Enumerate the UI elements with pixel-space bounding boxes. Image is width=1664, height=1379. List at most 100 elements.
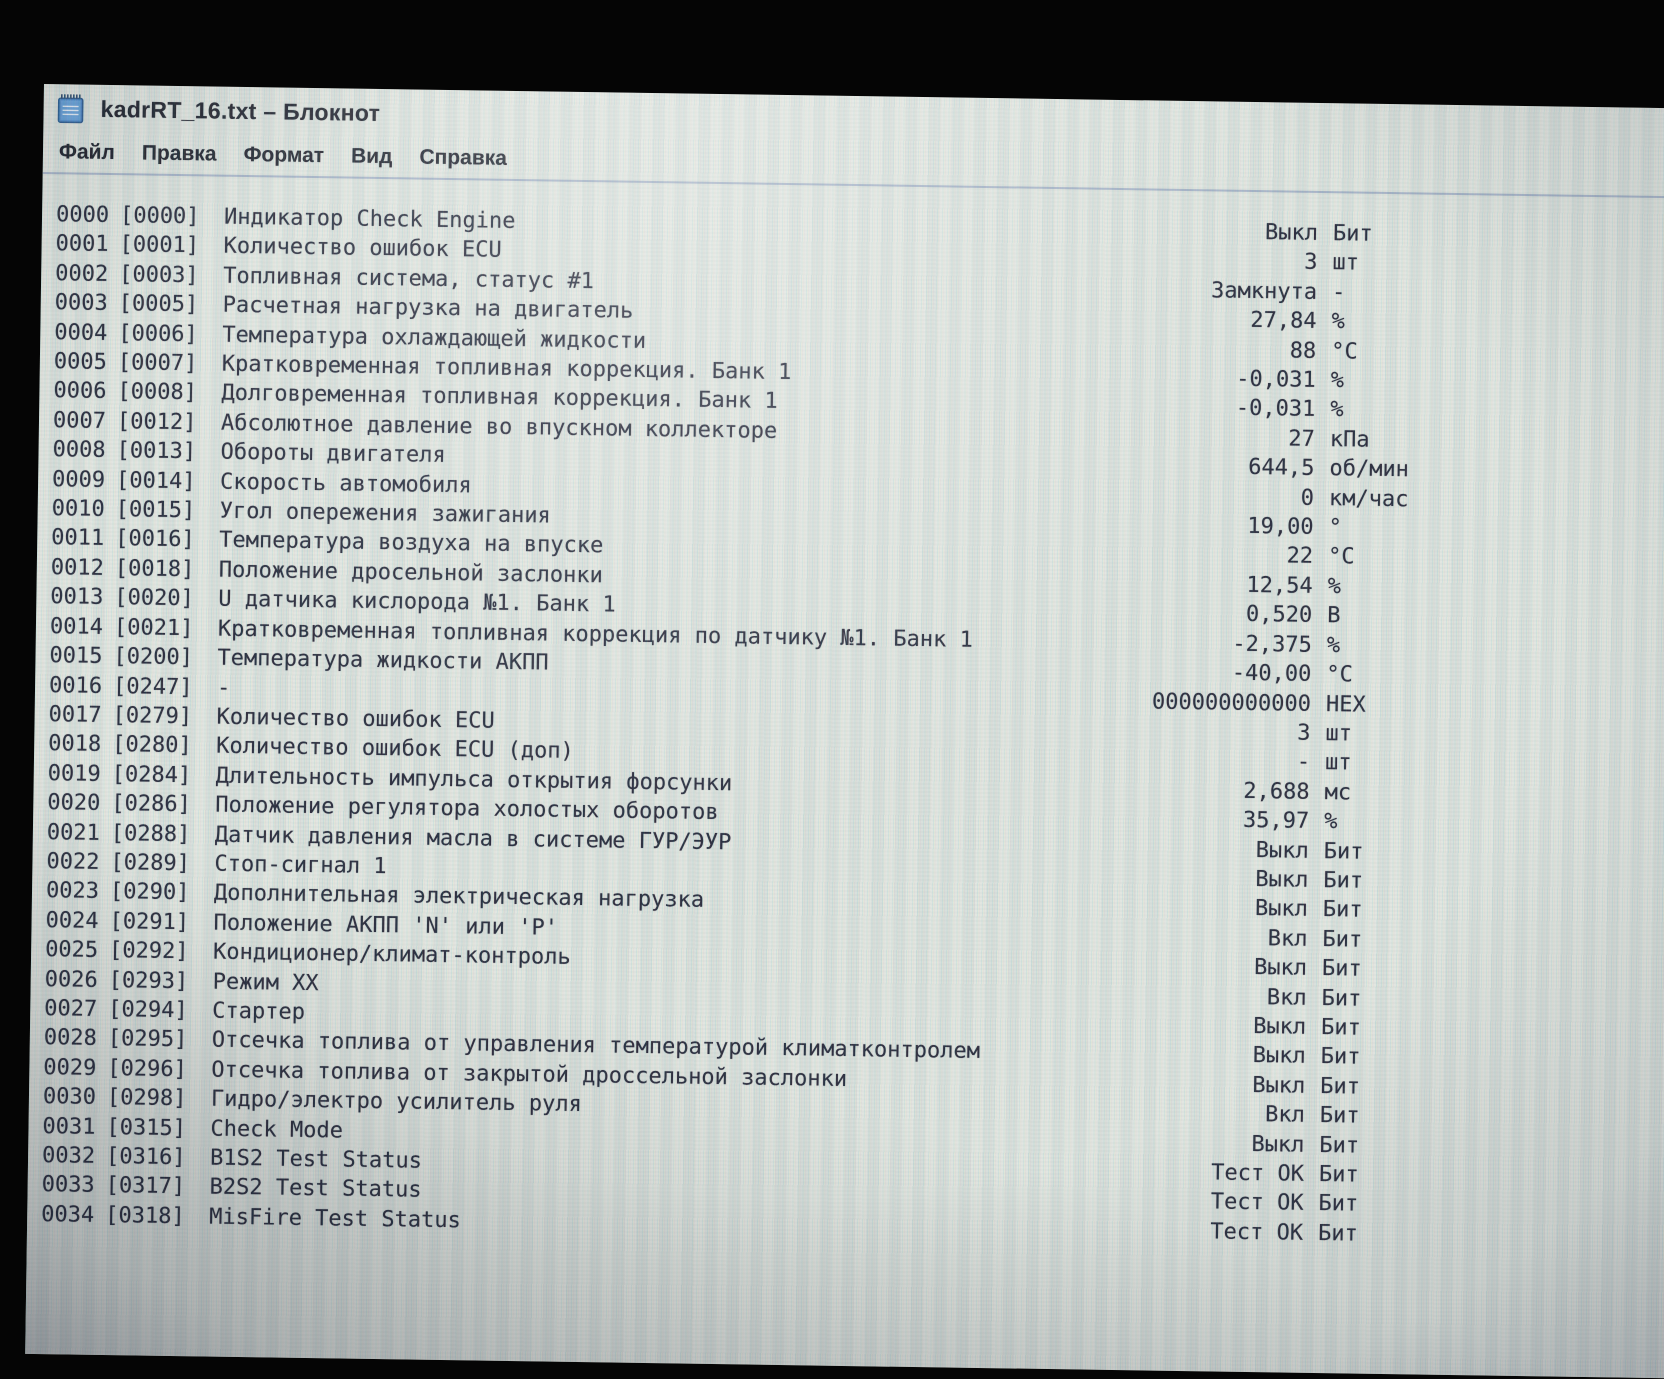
row-code: [0316] [106, 1142, 188, 1173]
row-number: 0008 [52, 435, 106, 465]
row-code: [0294] [108, 995, 190, 1026]
row-value: -0,031 [1125, 393, 1315, 425]
row-number: 0003 [55, 288, 109, 318]
row-number: 0029 [43, 1053, 97, 1083]
row-code: [0317] [105, 1171, 187, 1202]
row-value: Выкл [1115, 1069, 1305, 1101]
row-code: [0279] [112, 701, 194, 732]
menu-item-4[interactable]: Справка [419, 146, 507, 171]
row-number: 0021 [47, 818, 101, 848]
row-number: 0019 [48, 759, 102, 789]
row-code: [0021] [114, 613, 196, 644]
row-number: 0006 [53, 377, 107, 407]
row-number: 0016 [49, 671, 103, 701]
row-value: 0 [1124, 481, 1314, 513]
row-code: [0292] [109, 936, 191, 967]
row-value: Вкл [1117, 922, 1307, 954]
row-value: - [1120, 745, 1310, 777]
photo-of-screen: { "window": { "title": "kadrRT_16.txt – … [0, 0, 1664, 1248]
row-code: [0200] [113, 642, 195, 673]
row-number: 0022 [46, 847, 100, 877]
row-unit: Бит [1303, 1219, 1664, 1255]
row-code: [0284] [112, 760, 194, 791]
row-number: 0031 [42, 1112, 96, 1142]
row-code: [0293] [108, 966, 190, 997]
row-value: Тест ОК [1113, 1216, 1303, 1248]
row-number: 0010 [51, 494, 105, 524]
row-value: Выкл [1116, 1010, 1306, 1042]
menu-item-0[interactable]: Файл [59, 140, 115, 165]
row-number: 0030 [43, 1082, 97, 1112]
row-value: Выкл [1118, 863, 1308, 895]
row-code: [0008] [117, 378, 199, 409]
row-number: 0028 [44, 1023, 98, 1053]
window-title: kadrRT_16.txt – Блокнот [100, 95, 380, 126]
menu-item-1[interactable]: Правка [142, 141, 217, 166]
row-number: 0020 [47, 788, 101, 818]
row-code: [0000] [120, 201, 202, 232]
notepad-window: kadrRT_16.txt – Блокнот Файл Правка Формат… [25, 84, 1664, 1379]
row-value: Выкл [1114, 1128, 1304, 1160]
row-number: 0002 [55, 259, 109, 289]
row-code: [0020] [114, 583, 196, 614]
row-number: 0000 [56, 200, 110, 230]
row-code: [0291] [109, 907, 191, 938]
menu-item-2[interactable]: Формат [243, 143, 324, 168]
row-value: -2,375 [1122, 628, 1312, 660]
row-value: -40,00 [1121, 657, 1311, 689]
row-value: 0,520 [1122, 598, 1312, 630]
row-value: 3 [1127, 246, 1317, 278]
row-code: [0018] [115, 554, 197, 585]
row-value: Тест ОК [1113, 1186, 1303, 1218]
row-value: 27,84 [1126, 304, 1316, 336]
row-number: 0023 [46, 876, 100, 906]
row-code: [0290] [110, 877, 192, 908]
row-value: -0,031 [1126, 363, 1316, 395]
row-code: [0318] [105, 1201, 187, 1232]
row-code: [0006] [118, 319, 200, 350]
row-value: Выкл [1116, 1039, 1306, 1071]
row-number: 0009 [52, 465, 106, 495]
row-number: 0027 [44, 994, 98, 1024]
row-value: Тест ОК [1114, 1157, 1304, 1189]
row-number: 0024 [45, 906, 99, 936]
row-number: 0004 [54, 318, 108, 348]
row-value: Выкл [1117, 951, 1307, 983]
row-number: 0032 [42, 1141, 96, 1171]
row-number: 0025 [45, 935, 99, 965]
row-value: 2,688 [1119, 775, 1309, 807]
row-value: Замкнута [1127, 275, 1317, 307]
row-code: [0001] [119, 231, 201, 262]
row-code: [0015] [115, 495, 197, 526]
row-code: [0295] [108, 1024, 190, 1055]
row-value: 35,97 [1119, 804, 1309, 836]
row-value: 88 [1126, 334, 1316, 366]
row-code: [0003] [119, 260, 201, 291]
row-number: 0011 [51, 524, 105, 554]
row-code: [0288] [111, 819, 193, 850]
row-number: 0005 [54, 347, 108, 377]
row-value: Выкл [1128, 216, 1318, 248]
row-code: [0296] [107, 1054, 189, 1085]
row-code: [0016] [115, 525, 197, 556]
row-number: 0015 [49, 641, 103, 671]
row-number: 0014 [50, 612, 104, 642]
row-number: 0007 [53, 406, 107, 436]
row-code: [0007] [118, 348, 200, 379]
row-code: [0280] [112, 730, 194, 761]
row-code: [0286] [111, 789, 193, 820]
row-number: 0001 [55, 230, 109, 260]
row-code: [0012] [117, 407, 199, 438]
row-number: 0034 [41, 1200, 95, 1230]
row-number: 0012 [51, 553, 105, 583]
row-value: Вкл [1115, 1098, 1305, 1130]
menu-item-3[interactable]: Вид [351, 145, 393, 170]
row-code: [0289] [110, 848, 192, 879]
row-value: 000000000000 [1121, 687, 1311, 719]
row-number: 0033 [41, 1170, 95, 1200]
row-code: [0014] [116, 466, 198, 497]
row-value: Выкл [1119, 834, 1309, 866]
notepad-icon [56, 92, 86, 124]
row-value: Вкл [1116, 981, 1306, 1013]
